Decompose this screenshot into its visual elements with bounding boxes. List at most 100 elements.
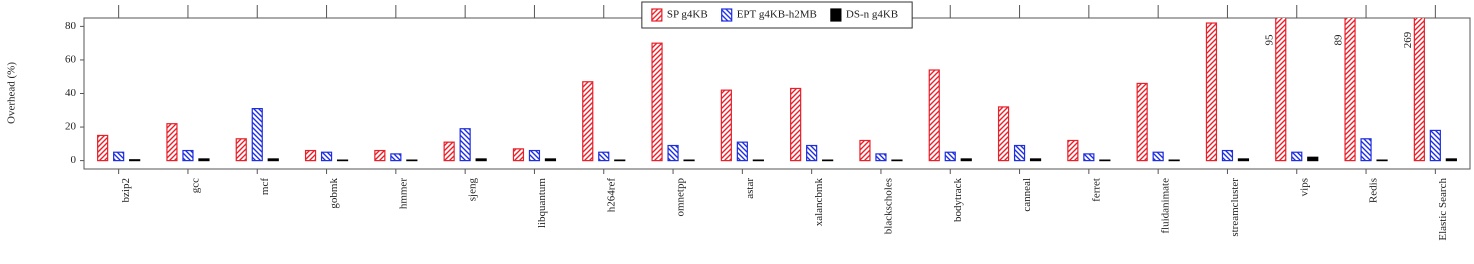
legend-label: SP g4KB <box>667 9 708 21</box>
y-tick-label: 40 <box>65 87 77 99</box>
bar <box>374 149 386 162</box>
bar <box>1013 144 1026 162</box>
bar <box>1168 159 1180 162</box>
bar <box>1067 139 1079 162</box>
bar <box>667 144 679 162</box>
x-tick-label: bzip2 <box>120 178 132 202</box>
bar <box>1429 129 1441 162</box>
x-tick-label: Redis <box>1368 178 1380 203</box>
x-tick-label: hmmer <box>397 178 409 209</box>
bar <box>251 107 263 162</box>
y-axis-label: Overhead (%) <box>6 62 18 124</box>
bar <box>1083 153 1095 162</box>
x-tick-label: fluidanimate <box>1160 178 1172 234</box>
bar <box>1275 18 1287 162</box>
bar <box>1445 158 1457 162</box>
bar <box>475 158 487 162</box>
x-tick-label: h264ref <box>605 178 617 213</box>
bar <box>1152 151 1164 162</box>
bar <box>443 141 455 162</box>
bar <box>1099 159 1111 162</box>
bar <box>1376 159 1388 162</box>
bar <box>512 148 525 162</box>
bar <box>1205 22 1218 162</box>
y-tick-label: 20 <box>65 121 77 133</box>
x-tick-label: Elastic Search <box>1437 178 1449 241</box>
x-tick-label: bodytrack <box>952 178 964 222</box>
bar <box>997 106 1010 162</box>
bar <box>806 144 818 162</box>
legend-swatch <box>651 8 663 22</box>
x-tick-label: blackscholes <box>882 178 894 234</box>
value-label: 89 <box>1333 34 1345 46</box>
bars <box>97 18 1457 162</box>
bar <box>1237 158 1250 162</box>
bar <box>960 158 972 162</box>
value-label: 95 <box>1263 34 1275 46</box>
x-tick-label: omnetpp <box>675 178 687 217</box>
bar <box>875 153 887 162</box>
legend: SP g4KB EPT g4KB-h2MB DS-n g4KB <box>641 1 913 29</box>
bar <box>182 149 194 162</box>
bar <box>544 158 557 162</box>
x-tick-label: streamcluster <box>1229 178 1241 237</box>
x-tick-label: ferret <box>1090 178 1102 202</box>
bar <box>1344 18 1356 162</box>
x-tick-label: gobmk <box>328 178 340 209</box>
bar <box>790 87 802 162</box>
bar <box>528 149 541 162</box>
bar <box>736 141 748 162</box>
bar <box>683 159 695 162</box>
bar <box>720 89 732 162</box>
bar <box>97 134 109 162</box>
bar <box>651 42 663 162</box>
bar <box>598 151 610 162</box>
bar <box>1221 149 1234 162</box>
bar <box>320 151 333 162</box>
bar <box>406 159 418 162</box>
x-tick-label: xalancbmk <box>813 178 825 227</box>
x-tick-label: canneal <box>1021 178 1033 212</box>
y-tick-label: 60 <box>65 53 77 65</box>
legend-label: DS-n g4KB <box>846 9 898 21</box>
legend-swatch <box>721 8 733 22</box>
y-tick-label: 80 <box>65 20 77 32</box>
bar <box>1360 138 1372 162</box>
value-label: 269 <box>1402 31 1414 48</box>
bar <box>459 128 471 162</box>
x-tick-label: astar <box>744 178 756 199</box>
bar <box>944 151 956 162</box>
x-tick-label: gcc <box>189 178 201 193</box>
bar <box>1136 82 1148 162</box>
bar <box>113 151 125 162</box>
bar <box>1291 151 1303 162</box>
bar <box>582 81 594 162</box>
y-tick-label: 0 <box>71 154 77 166</box>
bar <box>198 158 210 162</box>
bar <box>235 138 247 162</box>
bar <box>129 159 141 162</box>
bar <box>928 69 940 162</box>
plot-frame <box>83 17 1471 170</box>
bar <box>1413 18 1425 162</box>
x-tick-label: mcf <box>259 178 271 195</box>
bar <box>1307 156 1319 162</box>
x-tick-label: sjeng <box>467 178 479 202</box>
bar <box>166 123 178 162</box>
bar <box>752 159 764 162</box>
bar <box>859 139 871 162</box>
bar <box>614 159 626 162</box>
bar <box>822 159 834 162</box>
bar <box>267 158 279 162</box>
legend-box <box>641 1 913 29</box>
x-tick-label: libquantum <box>536 178 548 229</box>
bar <box>336 159 349 162</box>
bar <box>304 149 317 162</box>
x-tick-label: vips <box>1298 178 1310 196</box>
bar <box>390 153 402 162</box>
legend-label: EPT g4KB-h2MB <box>737 9 817 21</box>
legend-swatch <box>830 8 842 22</box>
bar <box>1029 158 1042 162</box>
bar <box>891 159 903 162</box>
